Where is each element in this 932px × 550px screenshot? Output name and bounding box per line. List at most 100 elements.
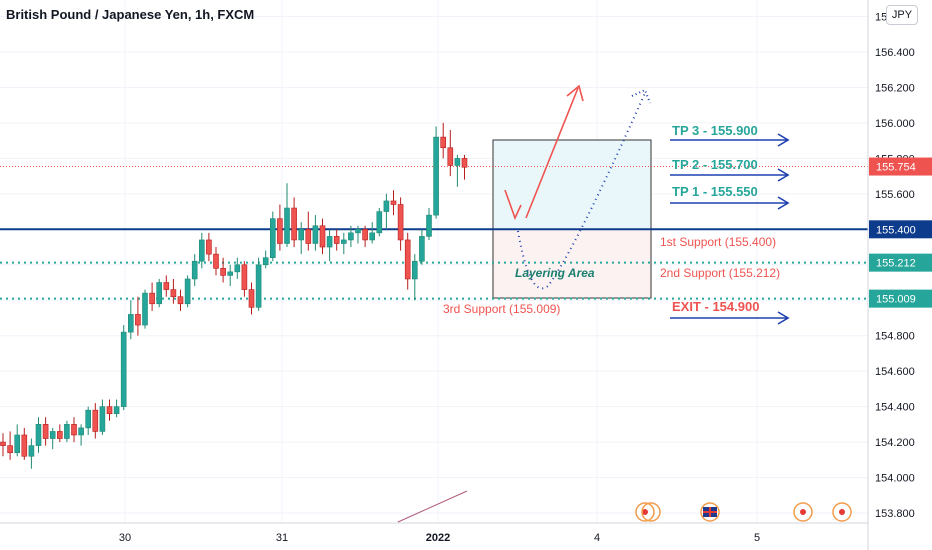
candle-body bbox=[440, 136, 447, 149]
price-axis[interactable]: 156.600156.400156.200156.000155.800155.6… bbox=[869, 12, 932, 520]
price-tick-label: 154.400 bbox=[875, 402, 915, 414]
candle-body bbox=[241, 264, 248, 290]
tp2-label: TP 2 - 155.700 bbox=[672, 157, 758, 172]
candle-body bbox=[220, 268, 226, 276]
candle-body bbox=[177, 296, 184, 305]
moving-average-line bbox=[397, 490, 468, 523]
candle-body bbox=[149, 292, 155, 305]
time-tick-label: 4 bbox=[594, 532, 600, 544]
candle-body bbox=[433, 136, 439, 216]
candle-body bbox=[227, 271, 233, 276]
currency-button[interactable]: JPY bbox=[886, 5, 918, 25]
time-tick-label: 5 bbox=[754, 532, 760, 544]
first-support-label: 1st Support (155.400) bbox=[660, 235, 776, 249]
tp1-arrow-head bbox=[777, 196, 790, 210]
candle-body bbox=[14, 434, 20, 454]
candle-body bbox=[362, 229, 368, 241]
candle-body bbox=[419, 236, 425, 262]
chart-grid bbox=[0, 0, 868, 523]
candle-body bbox=[106, 406, 113, 415]
event-icon-1b bbox=[641, 502, 661, 522]
price-tick-label: 154.800 bbox=[875, 331, 915, 343]
price-tick-label: 155.600 bbox=[875, 189, 915, 201]
candle-body bbox=[269, 218, 276, 258]
economic-events[interactable] bbox=[635, 502, 852, 522]
event-icon-1-dot bbox=[642, 509, 648, 515]
candle-body bbox=[461, 158, 468, 168]
price-tick-label: 154.200 bbox=[875, 437, 915, 449]
candle-body bbox=[78, 427, 84, 436]
projection-drawings bbox=[397, 84, 651, 523]
candle-body bbox=[85, 409, 91, 429]
tp3-label: TP 3 - 155.900 bbox=[672, 123, 758, 138]
candle-body bbox=[71, 424, 77, 436]
candles bbox=[0, 122, 468, 469]
price-tick-label: 156.400 bbox=[875, 47, 915, 59]
candle-body bbox=[411, 260, 418, 280]
candle-body bbox=[142, 292, 148, 326]
candle-body bbox=[42, 424, 49, 439]
price-tick-label: 154.000 bbox=[875, 473, 915, 485]
candle-body bbox=[277, 218, 283, 244]
price-label-bg bbox=[869, 253, 932, 272]
time-axis[interactable]: 30 31 2022 4 5 bbox=[119, 532, 760, 544]
price-label-bg bbox=[869, 157, 932, 176]
candle-body bbox=[447, 147, 454, 166]
red-up-arrowhead bbox=[566, 84, 584, 102]
candle-body bbox=[135, 314, 141, 326]
candle-body bbox=[213, 253, 219, 269]
candle-body bbox=[340, 239, 347, 244]
tp2-arrow-head bbox=[777, 168, 790, 182]
time-tick-label: 31 bbox=[276, 532, 288, 544]
candle-body bbox=[369, 232, 376, 241]
candle-body bbox=[28, 445, 35, 457]
candle-body bbox=[184, 278, 191, 305]
price-tick-label: 156.000 bbox=[875, 118, 915, 130]
candle-body bbox=[333, 236, 340, 244]
tp3-arrow-head bbox=[777, 133, 790, 147]
candle-body bbox=[234, 264, 241, 273]
candle-body bbox=[305, 229, 312, 244]
red-down-arrow bbox=[504, 189, 522, 221]
projection-upper-box bbox=[492, 139, 652, 230]
time-tick-label: 30 bbox=[119, 532, 131, 544]
exit-label: EXIT - 154.900 bbox=[672, 299, 759, 314]
layering-area-label: Layering Area bbox=[515, 266, 595, 280]
candle-body bbox=[56, 431, 63, 439]
candle-body bbox=[163, 282, 170, 290]
candle-body bbox=[120, 331, 127, 407]
event-icon-3-dot bbox=[800, 509, 806, 515]
red-up-trend-line bbox=[525, 87, 579, 219]
candle-body bbox=[113, 406, 120, 415]
candle-body bbox=[191, 260, 198, 280]
candle-body bbox=[199, 239, 205, 262]
price-label: 155.754 bbox=[876, 162, 916, 174]
candle-body bbox=[326, 236, 333, 248]
candle-body bbox=[426, 214, 432, 237]
candle-body bbox=[312, 225, 319, 244]
candle-body bbox=[248, 289, 255, 308]
price-label: 155.400 bbox=[876, 224, 916, 236]
price-label: 155.009 bbox=[876, 294, 916, 306]
candle-body bbox=[291, 207, 297, 241]
tp1-label: TP 1 - 155.550 bbox=[672, 184, 758, 199]
candle-body bbox=[319, 225, 326, 248]
candle-body bbox=[170, 289, 177, 297]
third-support-label: 3rd Support (155.009) bbox=[443, 302, 560, 316]
price-tick-label: 156.200 bbox=[875, 82, 915, 94]
second-support-label: 2nd Support (155.212) bbox=[660, 266, 780, 280]
price-tick-label: 154.600 bbox=[875, 366, 915, 378]
candle-body bbox=[390, 200, 397, 205]
candle-body bbox=[49, 431, 56, 439]
annotations: TP 3 - 155.900 TP 2 - 155.700 TP 1 - 155.5… bbox=[443, 123, 790, 325]
candle-body bbox=[284, 207, 290, 244]
price-label: 155.212 bbox=[876, 258, 916, 270]
candle-body bbox=[383, 200, 390, 212]
time-tick-label: 2022 bbox=[426, 532, 450, 544]
candle-body bbox=[255, 264, 262, 308]
candle-body bbox=[0, 441, 6, 446]
candle-body bbox=[7, 445, 13, 454]
price-label-bg bbox=[869, 220, 932, 239]
candle-body bbox=[298, 229, 305, 241]
